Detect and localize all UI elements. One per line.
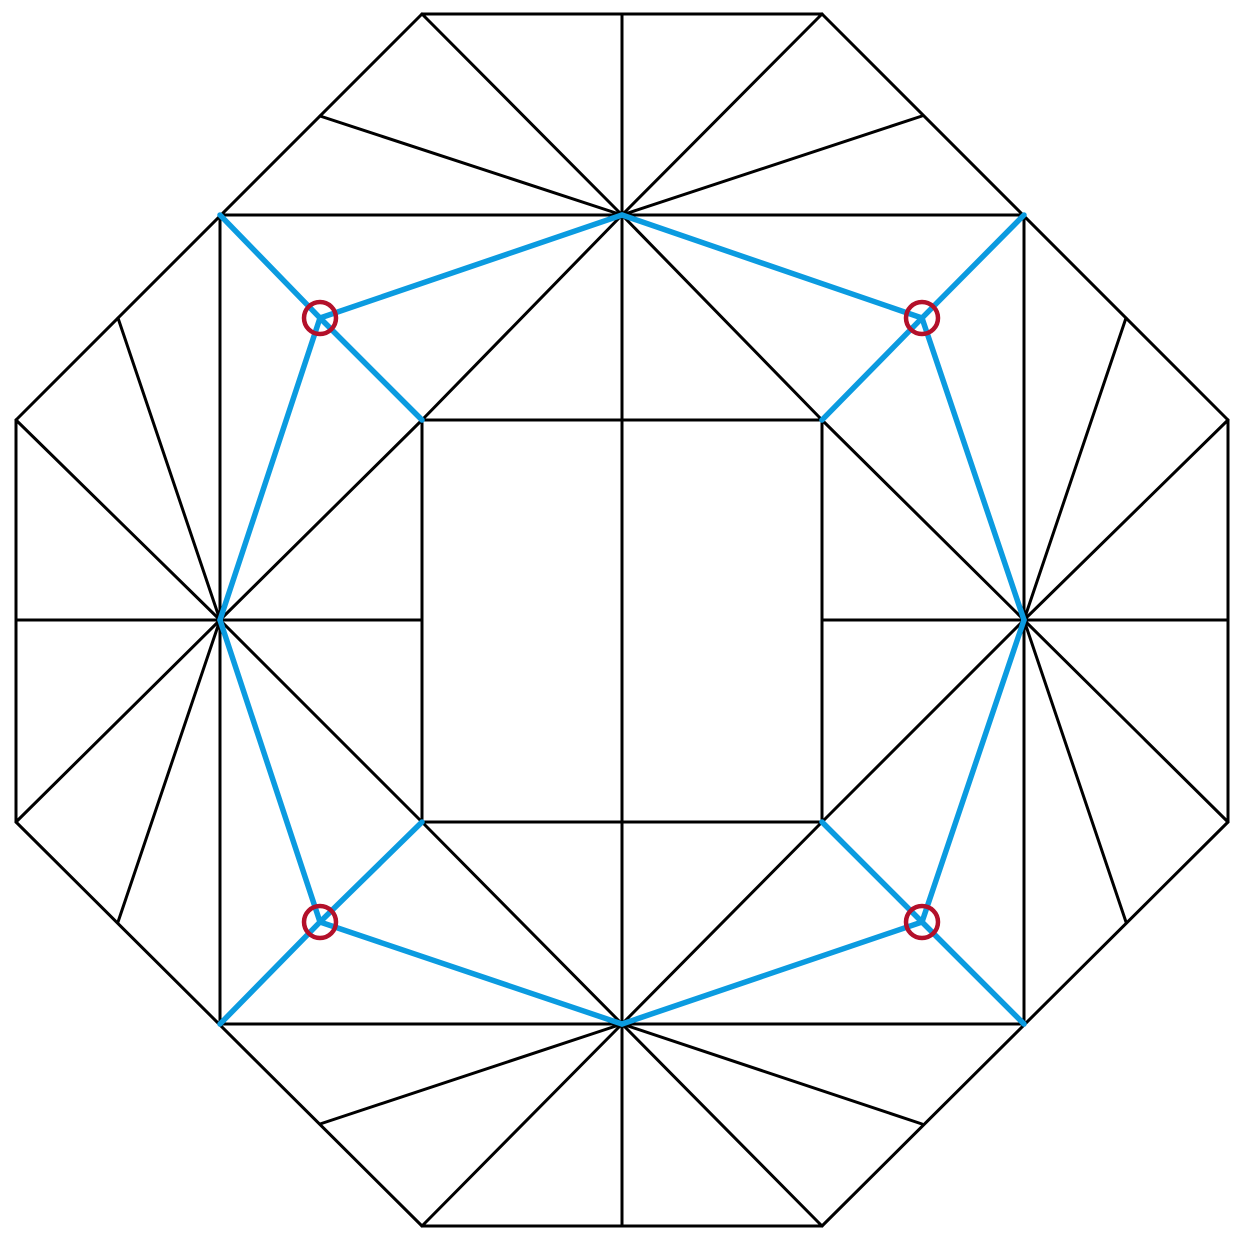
- black-crease-lines: [14, 12, 1230, 1228]
- highlight-line-8: [919, 315, 1027, 623]
- highlight-line-6: [819, 315, 925, 423]
- highlight-line-13: [919, 919, 1027, 1027]
- marker-circle-4: [903, 903, 941, 941]
- highlight-line-5: [919, 212, 1027, 321]
- crease-line-33: [620, 820, 824, 1026]
- crease-line-42: [1022, 316, 1128, 622]
- crease-line-37: [116, 618, 222, 924]
- crease-line-36: [116, 316, 222, 622]
- highlight-line-7: [619, 212, 925, 321]
- crease-line-45: [820, 618, 1026, 824]
- crease-line-41: [1022, 618, 1230, 824]
- crease-line-44: [820, 418, 1026, 622]
- marker-circle-3: [301, 903, 339, 941]
- crease-line-24: [318, 114, 624, 217]
- highlight-line-1: [217, 212, 323, 321]
- highlight-line-15: [619, 919, 925, 1027]
- blue-highlight-lines: [217, 212, 1027, 1027]
- crease-line-40: [1022, 418, 1230, 622]
- crease-line-43: [1022, 618, 1128, 924]
- crease-line-32: [420, 820, 624, 1026]
- highlight-line-14: [819, 819, 925, 925]
- crease-line-28: [420, 1022, 624, 1228]
- red-circle-markers: [301, 299, 941, 941]
- crease-line-39: [218, 618, 424, 824]
- highlight-line-3: [317, 212, 625, 321]
- highlight-line-12: [217, 617, 323, 925]
- highlight-line-11: [317, 919, 625, 1027]
- highlight-line-9: [217, 919, 323, 1027]
- crease-line-22: [420, 12, 624, 217]
- marker-circle-1: [301, 299, 339, 337]
- crease-line-38: [218, 418, 424, 622]
- crease-line-30: [318, 1022, 624, 1126]
- marker-circle-2: [903, 299, 941, 337]
- crease-line-34: [14, 418, 222, 622]
- highlight-line-4: [217, 315, 323, 623]
- crease-line-35: [14, 618, 222, 824]
- highlight-line-10: [317, 819, 425, 925]
- crease-line-29: [620, 1022, 824, 1228]
- highlight-line-16: [919, 617, 1027, 925]
- crease-line-25: [620, 114, 924, 217]
- crease-line-23: [620, 12, 824, 217]
- crease-line-31: [620, 1022, 924, 1126]
- crease-line-26: [420, 213, 624, 422]
- crease-line-27: [620, 213, 824, 422]
- highlight-line-2: [317, 315, 425, 423]
